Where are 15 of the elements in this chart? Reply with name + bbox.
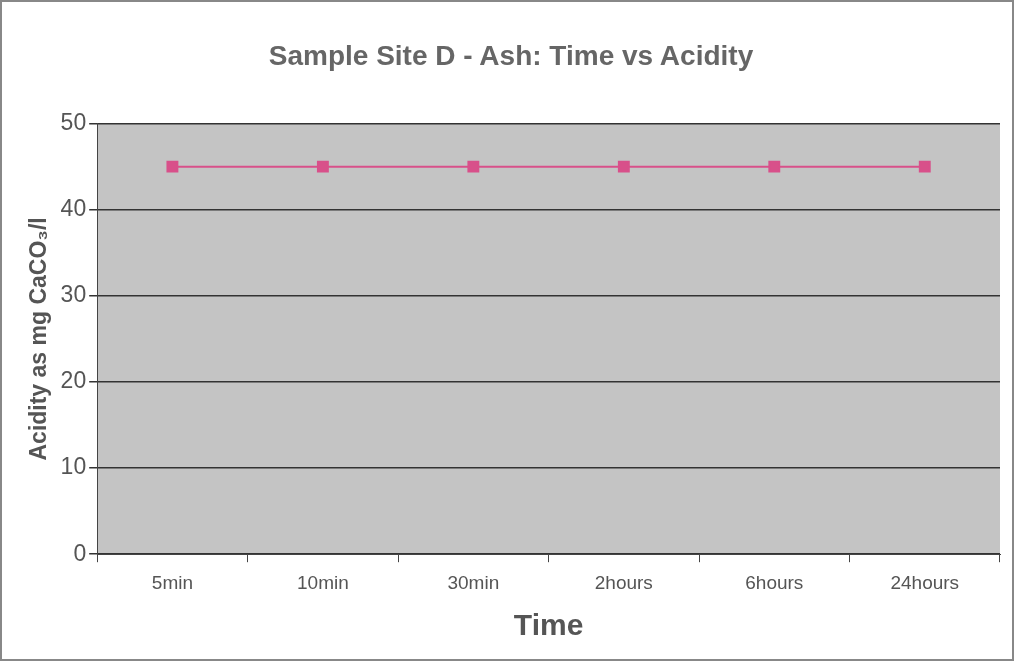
x-tick-label: 6hours [745, 571, 804, 593]
y-tick-label: 40 [60, 195, 87, 222]
y-axis-title: Acidity as mg CaCO₃/l [25, 217, 52, 461]
x-tick-label: 2hours [594, 571, 653, 593]
x-tick-label: 10min [297, 571, 349, 593]
y-tick-label: 0 [73, 539, 87, 566]
y-tick-label: 10 [60, 453, 87, 480]
x-tick-label: 5min [151, 571, 194, 593]
y-tick-label: 30 [60, 281, 87, 308]
x-axis-title: Time [513, 608, 584, 642]
chart-title: Sample Site D - Ash: Time vs Acidity [268, 39, 754, 71]
y-tick-label: 50 [60, 108, 87, 135]
y-tick-label: 20 [60, 367, 87, 394]
x-tick-label: 24hours [890, 571, 960, 593]
x-tick-label: 30min [447, 571, 500, 593]
